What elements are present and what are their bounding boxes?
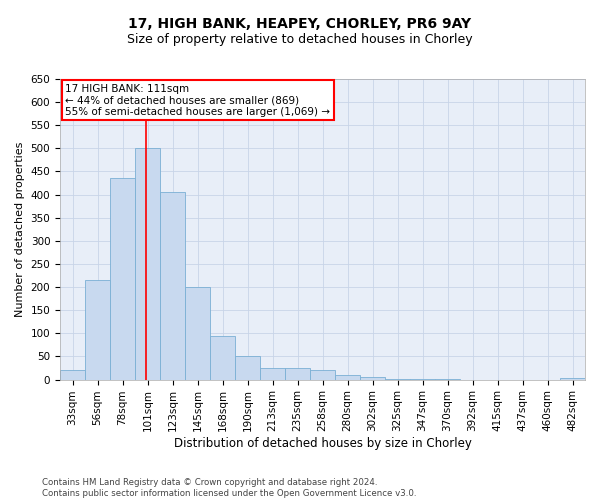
Bar (360, 378, 385, 380)
Bar (285, 368, 310, 380)
X-axis label: Distribution of detached houses by size in Chorley: Distribution of detached houses by size … (173, 437, 472, 450)
Text: 17, HIGH BANK, HEAPEY, CHORLEY, PR6 9AY: 17, HIGH BANK, HEAPEY, CHORLEY, PR6 9AY (128, 18, 472, 32)
Bar (260, 368, 285, 380)
Text: Size of property relative to detached houses in Chorley: Size of property relative to detached ho… (127, 32, 473, 46)
Bar (110, 178, 135, 380)
Y-axis label: Number of detached properties: Number of detached properties (15, 142, 25, 317)
Bar (560, 378, 585, 380)
Text: Contains HM Land Registry data © Crown copyright and database right 2024.
Contai: Contains HM Land Registry data © Crown c… (42, 478, 416, 498)
Bar (210, 336, 235, 380)
Bar (60, 370, 85, 380)
Text: 17 HIGH BANK: 111sqm
← 44% of detached houses are smaller (869)
55% of semi-deta: 17 HIGH BANK: 111sqm ← 44% of detached h… (65, 84, 330, 116)
Bar (335, 375, 360, 380)
Bar (185, 287, 210, 380)
Bar (310, 370, 335, 380)
Bar (160, 192, 185, 380)
Bar (235, 356, 260, 380)
Bar (85, 280, 110, 380)
Bar (135, 148, 160, 380)
Bar (385, 378, 410, 380)
